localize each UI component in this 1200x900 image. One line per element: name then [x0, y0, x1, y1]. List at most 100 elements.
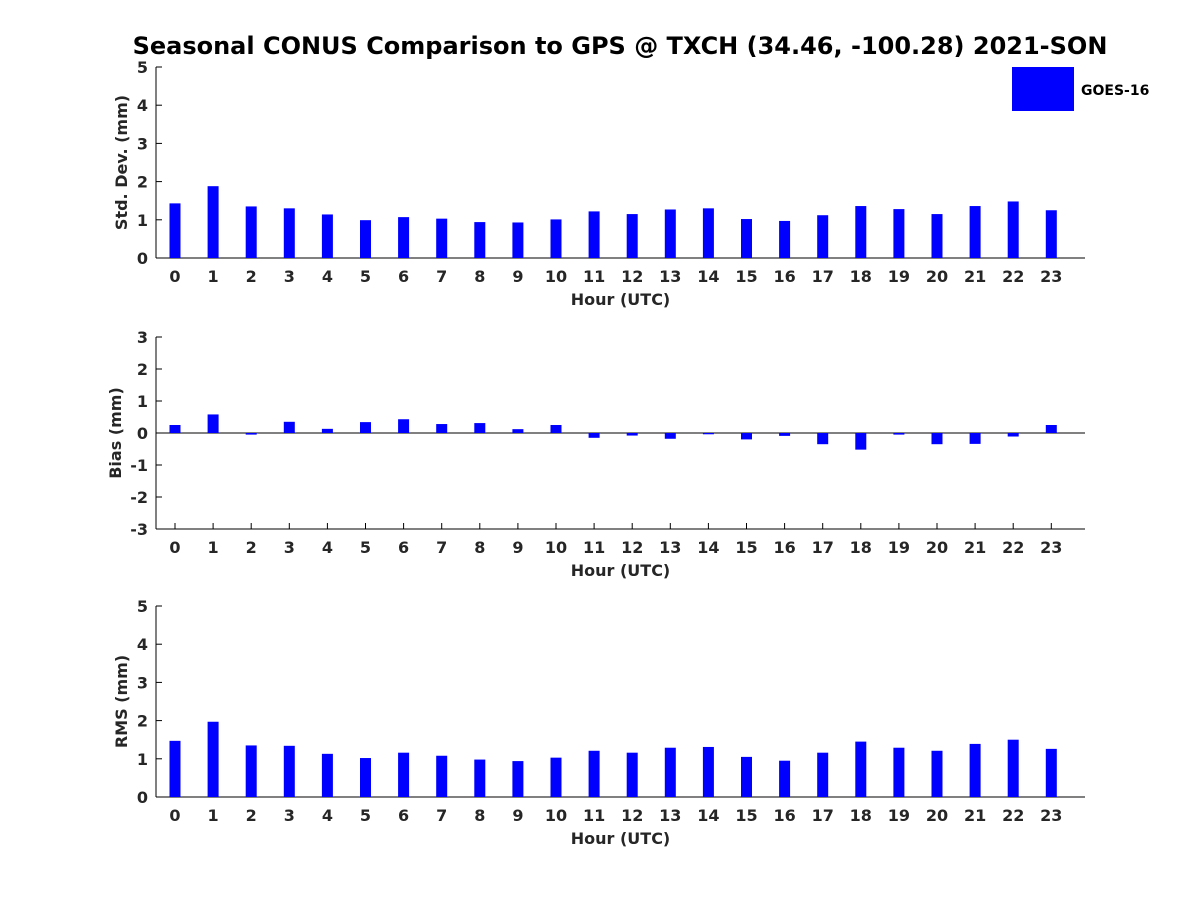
x-tick-label: 5 — [360, 806, 371, 825]
bar — [245, 206, 257, 258]
bar — [588, 433, 600, 438]
x-tick-label: 23 — [1040, 267, 1062, 286]
bar — [931, 214, 943, 258]
x-tick-label: 9 — [512, 538, 523, 557]
x-tick-label: 10 — [545, 267, 567, 286]
bar — [512, 761, 524, 797]
y-tick-label: -3 — [130, 520, 148, 539]
x-tick-label: 16 — [773, 806, 795, 825]
x-tick-label: 7 — [436, 538, 447, 557]
x-tick-label: 18 — [850, 267, 872, 286]
x-tick-label: 3 — [284, 806, 295, 825]
x-tick-label: 8 — [474, 806, 485, 825]
x-tick-label: 3 — [284, 538, 295, 557]
bar — [626, 752, 638, 797]
x-tick-label: 8 — [474, 267, 485, 286]
bar — [969, 433, 981, 444]
bar — [436, 755, 448, 797]
x-tick-label: 22 — [1002, 538, 1024, 557]
bar — [664, 209, 676, 258]
x-tick-label: 16 — [773, 538, 795, 557]
bar — [321, 428, 333, 433]
figure-title: Seasonal CONUS Comparison to GPS @ TXCH … — [133, 32, 1108, 60]
bar — [969, 206, 981, 258]
x-tick-label: 2 — [246, 538, 257, 557]
bar — [169, 203, 181, 258]
x-tick-label: 23 — [1040, 538, 1062, 557]
bar — [436, 424, 448, 433]
bar — [245, 433, 257, 435]
bar — [702, 746, 714, 797]
x-tick-label: 12 — [621, 538, 643, 557]
bar — [893, 433, 905, 435]
bar — [360, 422, 371, 433]
x-tick-label: 21 — [964, 267, 986, 286]
bar — [741, 756, 752, 797]
bar — [474, 759, 486, 797]
x-tick-label: 7 — [436, 806, 447, 825]
bar — [360, 220, 371, 258]
y-axis-label: Bias (mm) — [106, 387, 125, 479]
x-tick-label: 17 — [812, 267, 834, 286]
x-tick-label: 22 — [1002, 806, 1024, 825]
x-tick-label: 0 — [169, 538, 180, 557]
bar — [893, 747, 905, 797]
legend-swatch — [1012, 67, 1074, 111]
bar — [283, 208, 295, 258]
bar — [283, 745, 295, 797]
bar — [1007, 201, 1019, 258]
x-tick-label: 8 — [474, 538, 485, 557]
bar — [321, 753, 333, 797]
bar — [779, 760, 791, 797]
x-tick-label: 4 — [322, 538, 333, 557]
x-tick-label: 13 — [659, 267, 681, 286]
x-tick-label: 6 — [398, 806, 409, 825]
x-tick-label: 11 — [583, 267, 605, 286]
x-tick-label: 1 — [208, 538, 219, 557]
bar — [588, 211, 600, 258]
bar — [550, 425, 562, 433]
x-tick-label: 1 — [208, 267, 219, 286]
bar — [474, 423, 486, 433]
x-tick-label: 20 — [926, 538, 948, 557]
bar — [207, 186, 219, 258]
legend-label: GOES-16 — [1081, 83, 1149, 99]
x-tick-label: 5 — [360, 538, 371, 557]
x-tick-label: 19 — [888, 538, 910, 557]
bar — [664, 433, 676, 439]
y-tick-label: 3 — [137, 673, 148, 692]
bar — [360, 758, 371, 797]
bar — [512, 429, 524, 433]
x-tick-label: 4 — [322, 806, 333, 825]
bar — [588, 750, 600, 797]
bar — [741, 433, 752, 440]
x-tick-label: 12 — [621, 267, 643, 286]
x-tick-label: 4 — [322, 267, 333, 286]
bar — [436, 218, 448, 258]
y-tick-label: 4 — [137, 635, 148, 654]
x-tick-label: 6 — [398, 538, 409, 557]
x-tick-label: 13 — [659, 806, 681, 825]
bar — [398, 752, 410, 797]
bar — [512, 222, 524, 258]
bar — [169, 740, 181, 797]
x-tick-label: 21 — [964, 806, 986, 825]
x-tick-label: 0 — [169, 806, 180, 825]
bar — [1045, 748, 1057, 797]
bar — [550, 219, 562, 258]
bar — [702, 208, 714, 258]
bar — [1007, 433, 1019, 437]
x-tick-label: 18 — [850, 538, 872, 557]
y-tick-label: -2 — [130, 488, 148, 507]
x-tick-label: 15 — [735, 806, 757, 825]
y-tick-label: 5 — [137, 597, 148, 616]
bar — [855, 741, 867, 797]
x-tick-label: 19 — [888, 806, 910, 825]
bar — [779, 433, 791, 436]
x-tick-label: 23 — [1040, 806, 1062, 825]
y-tick-label: 4 — [137, 96, 148, 115]
x-tick-label: 5 — [360, 267, 371, 286]
y-tick-label: 2 — [137, 712, 148, 731]
